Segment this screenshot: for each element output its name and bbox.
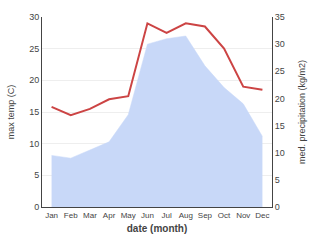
svg-text:Jul: Jul	[161, 211, 171, 220]
svg-text:Dec: Dec	[255, 211, 269, 220]
svg-text:Aug: Aug	[179, 211, 193, 220]
svg-text:10: 10	[29, 139, 39, 149]
svg-text:Nov: Nov	[236, 211, 250, 220]
svg-text:30: 30	[29, 12, 39, 22]
svg-text:20: 20	[275, 94, 285, 104]
svg-text:5: 5	[34, 170, 39, 180]
svg-text:25: 25	[29, 44, 39, 54]
svg-text:med. precipitation (kg/m2): med. precipitation (kg/m2)	[297, 60, 307, 164]
svg-text:20: 20	[29, 75, 39, 85]
svg-text:0: 0	[275, 202, 280, 212]
svg-text:Feb: Feb	[64, 211, 78, 220]
svg-text:25: 25	[275, 66, 285, 76]
svg-text:Mar: Mar	[83, 211, 97, 220]
svg-text:35: 35	[275, 12, 285, 22]
svg-text:0: 0	[34, 202, 39, 212]
svg-text:30: 30	[275, 39, 285, 49]
svg-text:15: 15	[29, 107, 39, 117]
svg-text:5: 5	[275, 175, 280, 185]
svg-text:Oct: Oct	[218, 211, 231, 220]
svg-text:max temp (C): max temp (C)	[6, 85, 16, 140]
svg-text:May: May	[121, 211, 136, 220]
svg-text:Jan: Jan	[45, 211, 58, 220]
svg-text:Apr: Apr	[103, 211, 116, 220]
svg-text:Sep: Sep	[198, 211, 213, 220]
svg-text:15: 15	[275, 121, 285, 131]
svg-text:Jun: Jun	[141, 211, 154, 220]
svg-text:10: 10	[275, 148, 285, 158]
svg-text:date (month): date (month)	[127, 223, 188, 234]
